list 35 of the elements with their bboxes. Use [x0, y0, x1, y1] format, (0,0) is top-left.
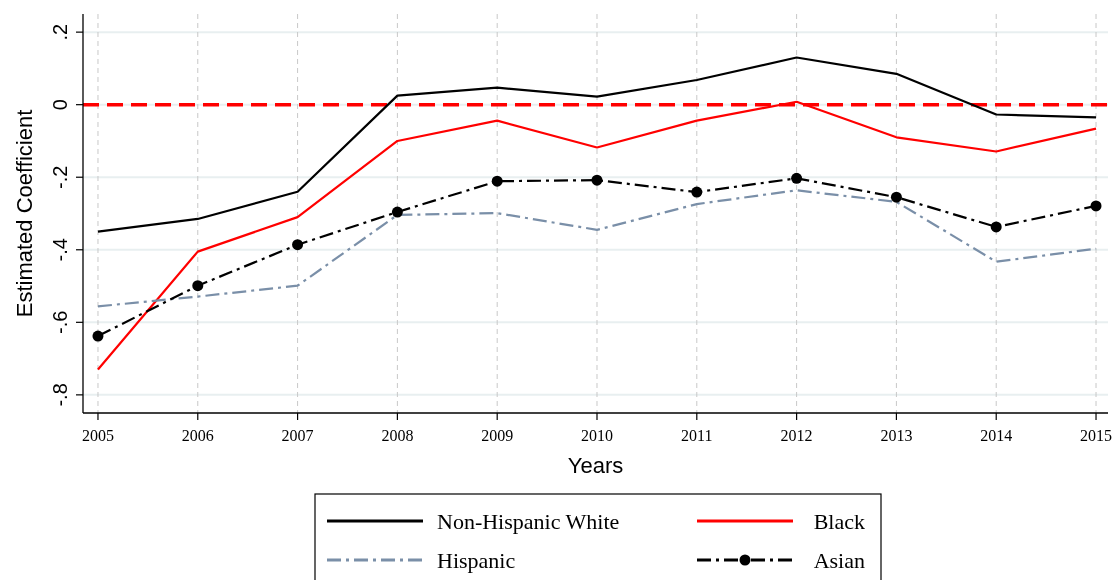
point — [990, 221, 1002, 233]
point — [791, 172, 803, 184]
point — [890, 191, 902, 203]
legend-label: Non-Hispanic White — [437, 509, 620, 534]
point — [391, 206, 403, 218]
point — [92, 330, 104, 342]
x-tick-label: 2014 — [980, 427, 1013, 444]
y-tick-label: .2 — [49, 23, 71, 41]
x-tick-label: 2006 — [181, 427, 214, 444]
x-tick-label: 2008 — [381, 427, 414, 444]
legend-label: Hispanic — [437, 548, 516, 573]
x-tick-label: 2015 — [1080, 427, 1113, 444]
y-tick-label: -.2 — [49, 165, 71, 189]
line-series — [96, 56, 1098, 233]
x-tick-label: 2013 — [880, 427, 913, 444]
x-tick-label: 2005 — [81, 427, 114, 444]
legend-label: Black — [813, 509, 865, 534]
point — [591, 174, 603, 186]
point — [1090, 200, 1102, 212]
x-tick-label: 2010 — [581, 427, 613, 444]
x-tick-label: 2012 — [780, 427, 813, 444]
point — [192, 280, 204, 292]
y-axis-title: Estimated Coefficient — [12, 109, 37, 318]
point — [292, 239, 304, 251]
y-tick-label: 0 — [49, 99, 71, 111]
x-tick-label: 2009 — [481, 427, 514, 444]
y-tick-label: -.4 — [49, 238, 71, 262]
x-tick-label: 2011 — [681, 427, 713, 444]
y-tick-label: -.6 — [49, 310, 71, 334]
x-axis-title: Years — [567, 453, 624, 478]
x-tick-label: 2007 — [281, 427, 314, 444]
point — [491, 175, 503, 187]
point — [691, 186, 703, 198]
legend-label: Asian — [813, 548, 865, 573]
y-tick-label: -.8 — [49, 383, 71, 407]
